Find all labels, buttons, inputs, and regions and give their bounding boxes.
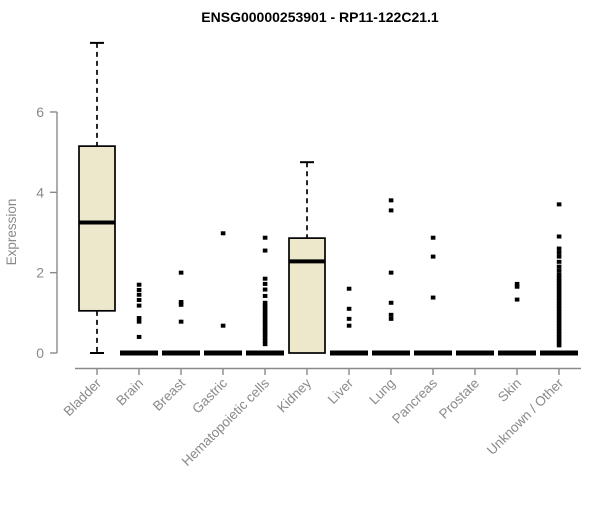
x-tick-label-pancreas: Pancreas xyxy=(389,375,440,426)
boxplot-brain xyxy=(120,350,158,356)
outliers-liver xyxy=(346,286,352,328)
x-tick-label-prostate: Prostate xyxy=(436,376,482,422)
y-tick-label: 6 xyxy=(36,104,44,120)
chart-title: ENSG00000253901 - RP11-122C21.1 xyxy=(201,9,439,25)
x-tick-label-unknown-other: Unknown / Other xyxy=(484,375,567,458)
x-tick-label-kidney: Kidney xyxy=(274,375,314,415)
boxplot-kidney xyxy=(288,161,326,354)
outliers-gastric xyxy=(220,231,226,328)
boxplot-lung xyxy=(372,350,410,356)
outliers-unknown-other xyxy=(556,202,562,348)
x-tick-label-gastric: Gastric xyxy=(189,375,230,416)
x-tick-label-lung: Lung xyxy=(366,376,398,408)
boxplot-unknown-other xyxy=(540,350,578,356)
outliers-hematopoietic-cells xyxy=(262,235,268,347)
x-tick-label-breast: Breast xyxy=(150,375,188,413)
y-tick-label: 0 xyxy=(36,345,44,361)
y-axis: 0 2 4 6 xyxy=(36,104,58,361)
boxplot-breast xyxy=(162,350,200,356)
outliers-lung xyxy=(388,198,394,321)
x-tick-label-brain: Brain xyxy=(113,376,146,409)
boxplot-hematopoietic-cells xyxy=(246,350,284,356)
x-tick-label-bladder: Bladder xyxy=(61,375,105,419)
y-tick-label: 2 xyxy=(36,265,44,281)
boxplot-liver xyxy=(330,350,368,356)
x-tick-label-skin: Skin xyxy=(495,376,524,405)
outliers-pancreas xyxy=(430,235,436,300)
plot-area: 0 2 4 6 Bladder Brain Breast GastricHematopoiet… xyxy=(36,41,581,469)
x-tick-label-liver: Liver xyxy=(325,375,357,407)
outliers-breast xyxy=(178,270,184,324)
boxplot-pancreas xyxy=(414,350,452,356)
boxplot-gastric xyxy=(204,350,242,356)
boxplot-bladder xyxy=(78,41,116,354)
y-tick-label: 4 xyxy=(36,184,44,200)
outliers-skin xyxy=(514,281,520,302)
y-axis-label: Expression xyxy=(4,199,19,266)
boxplot-prostate xyxy=(456,350,494,356)
outliers-brain xyxy=(136,282,142,339)
boxplot-skin xyxy=(498,350,536,356)
